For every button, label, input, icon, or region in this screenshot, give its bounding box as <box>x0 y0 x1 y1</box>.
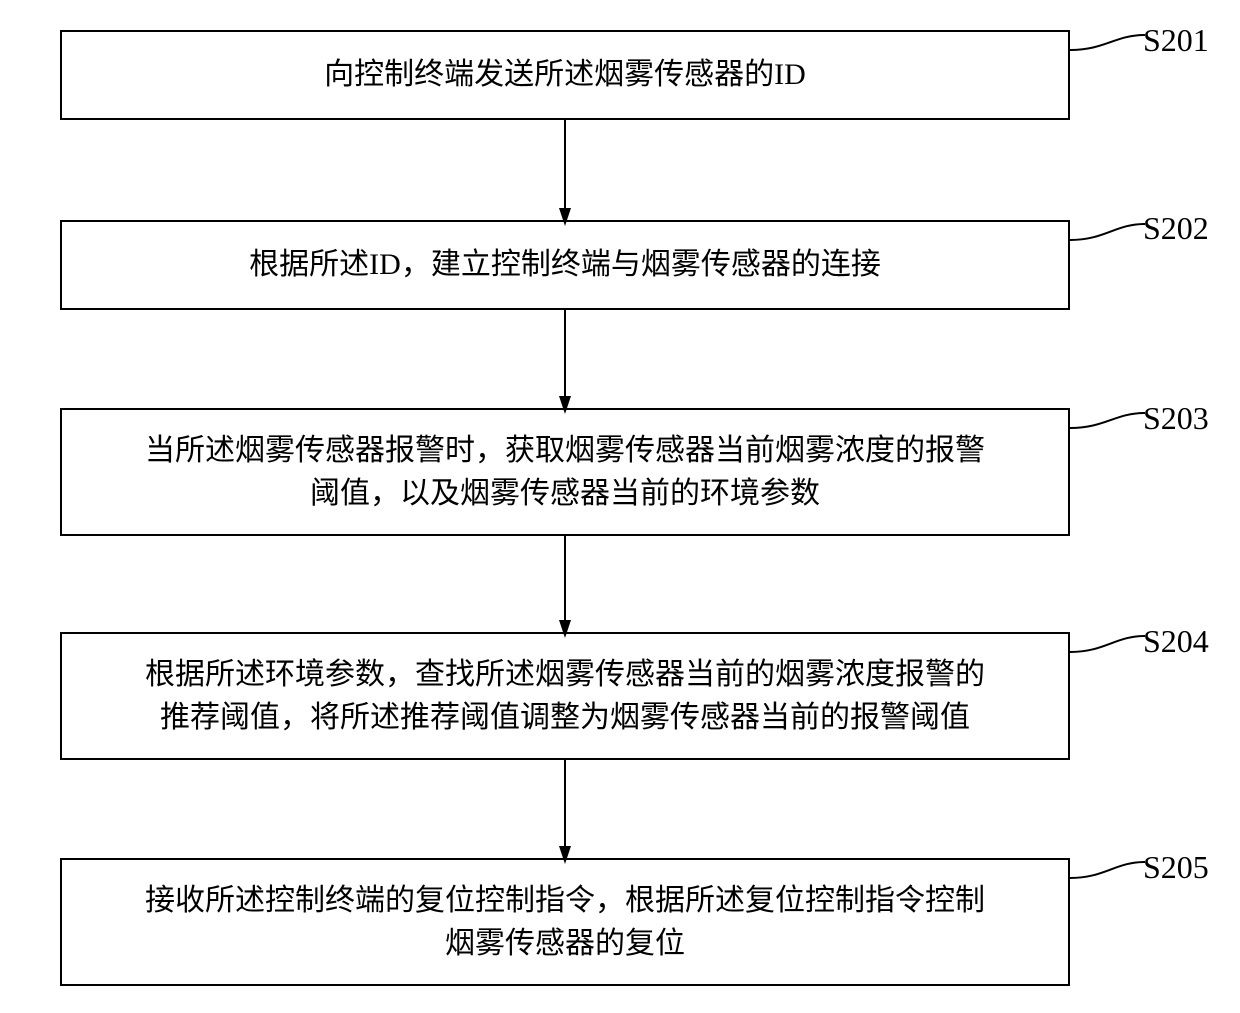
step-label-s205: S205 <box>1143 849 1209 886</box>
connector-s203 <box>1070 413 1145 428</box>
step-label-s201: S201 <box>1143 22 1209 59</box>
connector-s205 <box>1070 862 1145 878</box>
step-text-s204: 根据所述环境参数，查找所述烟雾传感器当前的烟雾浓度报警的 推荐阈值，将所述推荐阈… <box>145 653 985 740</box>
step-box-s201: 向控制终端发送所述烟雾传感器的ID <box>60 30 1070 120</box>
step-label-s203: S203 <box>1143 400 1209 437</box>
step-label-s204: S204 <box>1143 623 1209 660</box>
connector-s201 <box>1070 35 1145 50</box>
step-text-s205: 接收所述控制终端的复位控制指令，根据所述复位控制指令控制 烟雾传感器的复位 <box>145 879 985 966</box>
step-box-s204: 根据所述环境参数，查找所述烟雾传感器当前的烟雾浓度报警的 推荐阈值，将所述推荐阈… <box>60 632 1070 760</box>
step-label-s202: S202 <box>1143 210 1209 247</box>
connector-s204 <box>1070 636 1145 652</box>
flowchart-canvas: 向控制终端发送所述烟雾传感器的ID 根据所述ID，建立控制终端与烟雾传感器的连接… <box>0 0 1240 1013</box>
step-text-s201: 向控制终端发送所述烟雾传感器的ID <box>324 53 806 97</box>
step-box-s203: 当所述烟雾传感器报警时，获取烟雾传感器当前烟雾浓度的报警 阈值，以及烟雾传感器当… <box>60 408 1070 536</box>
step-box-s202: 根据所述ID，建立控制终端与烟雾传感器的连接 <box>60 220 1070 310</box>
step-text-s203: 当所述烟雾传感器报警时，获取烟雾传感器当前烟雾浓度的报警 阈值，以及烟雾传感器当… <box>145 429 985 516</box>
step-box-s205: 接收所述控制终端的复位控制指令，根据所述复位控制指令控制 烟雾传感器的复位 <box>60 858 1070 986</box>
connector-s202 <box>1070 224 1145 240</box>
step-text-s202: 根据所述ID，建立控制终端与烟雾传感器的连接 <box>249 243 881 287</box>
